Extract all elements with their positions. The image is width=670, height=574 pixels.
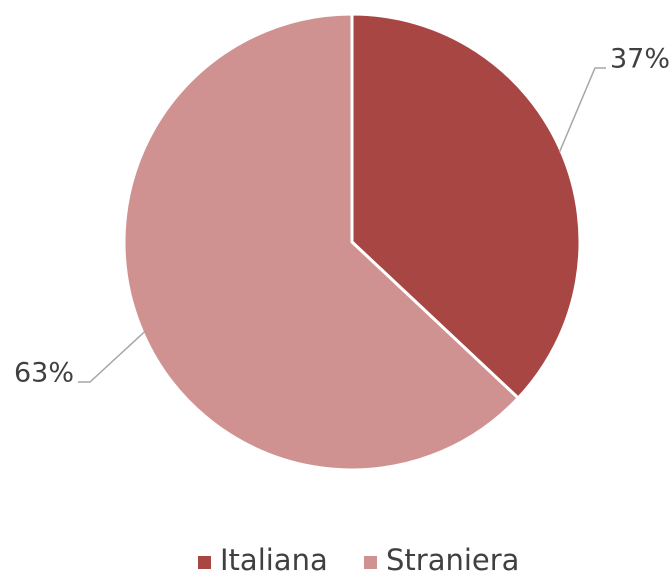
legend-swatch — [198, 556, 211, 569]
legend-label: Straniera — [386, 543, 519, 574]
data-label: 63% — [14, 358, 74, 389]
legend-label: Italiana — [220, 543, 328, 574]
pie-slice — [350, 12, 582, 401]
leader-line — [78, 331, 146, 383]
data-label: 37% — [610, 44, 670, 75]
legend-swatch — [364, 556, 377, 569]
leader-line — [558, 67, 606, 153]
